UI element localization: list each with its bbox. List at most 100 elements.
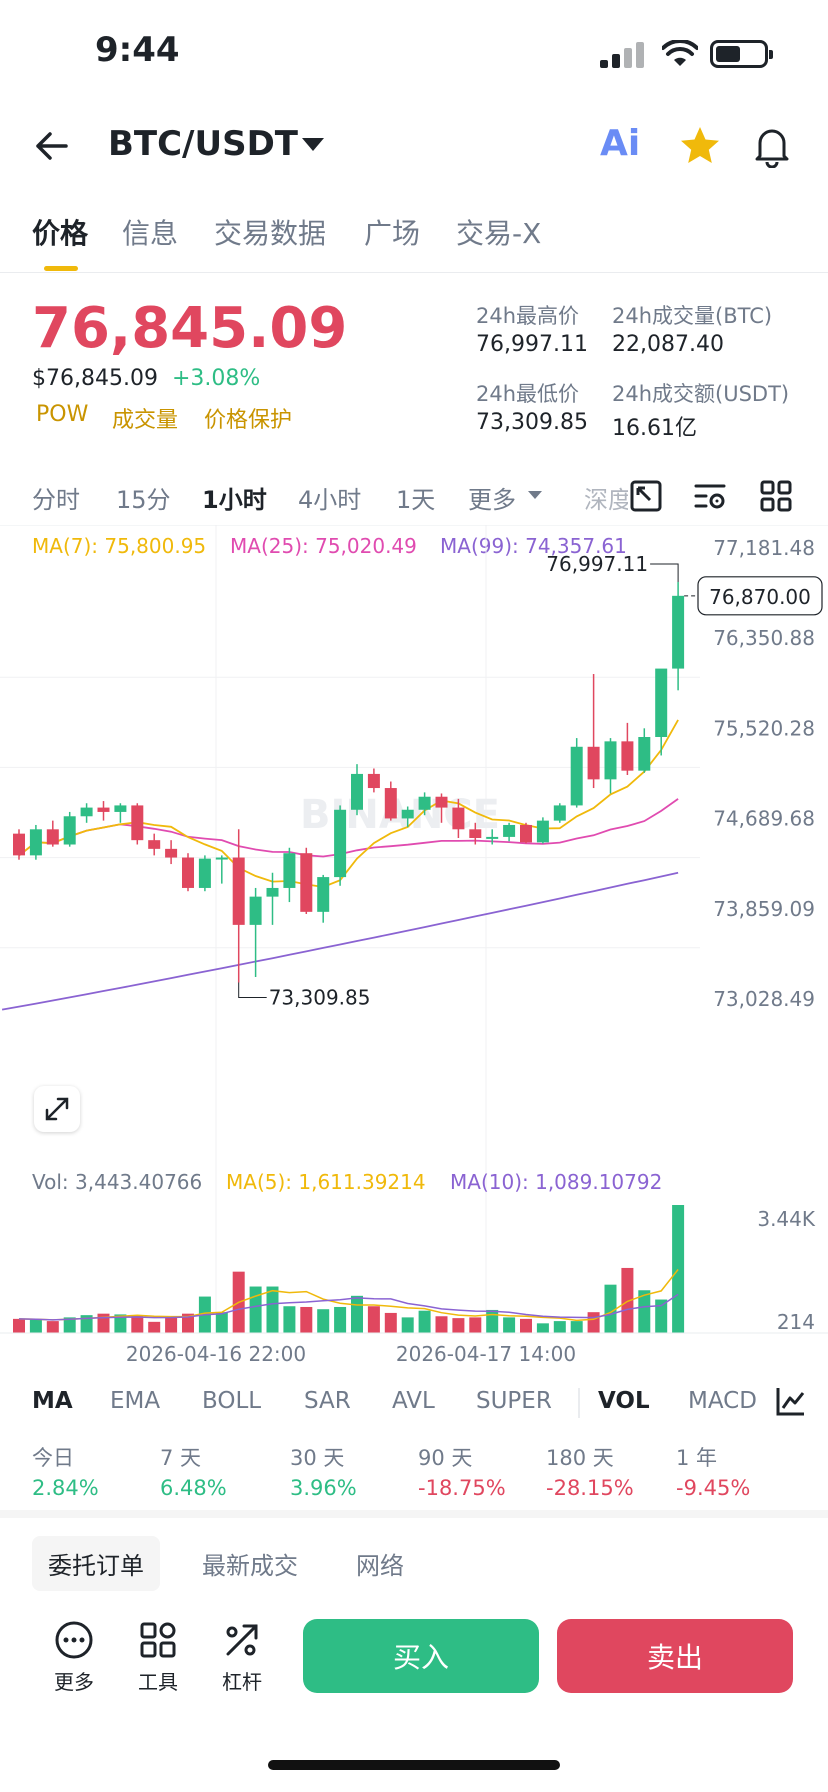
indicator-boll[interactable]: BOLL [202,1388,262,1414]
candle-body [46,829,59,845]
interval-1d[interactable]: 1天 [396,486,436,514]
tools-button[interactable]: 工具 [128,1620,188,1695]
tab-info[interactable]: 信息 [122,217,179,250]
pair-dropdown-caret-icon[interactable] [302,138,324,151]
buy-button[interactable]: 买入 [303,1619,539,1693]
high-marker-label: 76,997.11 [546,552,648,576]
candle-body [520,824,532,843]
candle-body [215,857,228,860]
status-time: 9:44 [95,30,180,70]
more-tool-button[interactable]: 更多 [44,1620,104,1695]
leverage-icon [226,1624,258,1656]
candle-body [384,788,397,819]
vol-usdt-value: 16.61亿 [612,416,697,441]
volume-bar [435,1316,448,1333]
vol-usdt-label: 24h成交额(USDT) [612,382,790,406]
ma7-label: MA(7): 75,800.95 [32,534,207,558]
interval-depth[interactable]: 深度 [584,486,628,514]
price-axis-label: 77,181.48 [713,536,815,560]
divider [0,272,828,273]
volume-bar [520,1318,532,1333]
volume-bar [418,1310,431,1333]
volume-bar [351,1295,363,1333]
price-axis-label: 74,689.68 [713,807,815,831]
tab-latest-trades[interactable]: 最新成交 [202,1552,298,1580]
more-caret-icon [528,491,542,499]
indicator-macd[interactable]: MACD [688,1388,756,1414]
chart-fullscreen-icon[interactable] [628,478,664,514]
ma7-line [18,719,679,888]
indicator-settings-icon[interactable] [774,1384,808,1418]
high-label: 24h最高价 [476,304,580,328]
ai-assistant-button[interactable]: Ai [600,123,641,164]
candle-body [148,840,161,849]
volume-bar [452,1318,465,1333]
chart-settings-icon[interactable] [692,478,728,514]
volume-bar [114,1314,127,1333]
interval-time-sharing[interactable]: 分时 [32,486,80,514]
volume-axis-label: 3.44K [757,1207,816,1231]
interval-more[interactable]: 更多 [468,486,516,514]
tab-price[interactable]: 价格 [32,217,89,250]
indicator-ma[interactable]: MA [32,1388,73,1414]
time-axis-label: 2026-04-16 22:00 [126,1342,306,1365]
current-price-box [697,576,823,616]
volume-bar [486,1309,499,1333]
tab-trade-x[interactable]: 交易-X [456,217,542,250]
candle-body [604,741,617,780]
expand-chart-button[interactable] [34,1086,80,1132]
volume-bar [63,1317,76,1333]
vol-ma10-label: MA(10): 1,089.10792 [450,1170,663,1194]
tab-network[interactable]: 网络 [356,1552,404,1580]
sell-button[interactable]: 卖出 [557,1619,793,1693]
indicator-avl[interactable]: AVL [392,1388,435,1414]
volume-bar [46,1321,59,1333]
back-arrow-icon[interactable] [32,126,72,166]
volume-bar [283,1306,296,1333]
tab-open-orders[interactable]: 委托订单 [32,1536,160,1591]
volume-bar [401,1317,414,1333]
leverage-label: 杠杆 [222,1670,262,1694]
candle-body [570,746,583,806]
tag-volume[interactable]: 成交量 [112,408,179,433]
candle-body [435,796,448,808]
interval-1h[interactable]: 1小时 [202,486,267,514]
volume-bar [29,1319,42,1333]
candle-body [182,857,194,888]
expand-arrows-icon [45,1097,69,1121]
interval-4h[interactable]: 4小时 [298,486,362,514]
bell-icon[interactable] [752,124,792,168]
candle-body [317,877,330,912]
tag-price-protection[interactable]: 价格保护 [204,408,293,433]
volume-bar [367,1306,380,1333]
candle-body [418,796,431,810]
leverage-button[interactable]: 杠杆 [212,1620,272,1695]
perf-value-1y: -9.45% [676,1476,751,1500]
volume-bar [97,1313,110,1333]
candle-body [29,829,42,856]
price-axis-label: 73,028.49 [713,987,815,1011]
favorite-star-icon[interactable] [678,124,722,168]
interval-15m[interactable]: 15分 [116,486,171,514]
indicator-vol[interactable]: VOL [598,1388,650,1414]
candle-body [266,887,279,897]
volume-bar [131,1315,144,1333]
indicator-sar[interactable]: SAR [304,1388,351,1414]
perf-label-180d: 180 天 [546,1446,614,1470]
candle-body [232,857,245,925]
tools-grid-icon [140,1622,176,1658]
candle-body [80,807,93,817]
tag-pow[interactable]: POW [36,402,89,427]
candle-body [621,741,634,771]
indicator-ema[interactable]: EMA [110,1388,161,1414]
ma99-label: MA(99): 74,357.61 [440,534,627,558]
tab-trading-data[interactable]: 交易数据 [214,217,327,250]
volume-bar [13,1318,25,1333]
grid-layout-icon[interactable] [758,478,794,514]
pair-title[interactable]: BTC/USDT [108,124,298,164]
tab-square[interactable]: 广场 [364,217,421,250]
perf-value-today: 2.84% [32,1476,99,1500]
indicator-super[interactable]: SUPER [476,1388,552,1414]
candle-body [198,858,211,888]
